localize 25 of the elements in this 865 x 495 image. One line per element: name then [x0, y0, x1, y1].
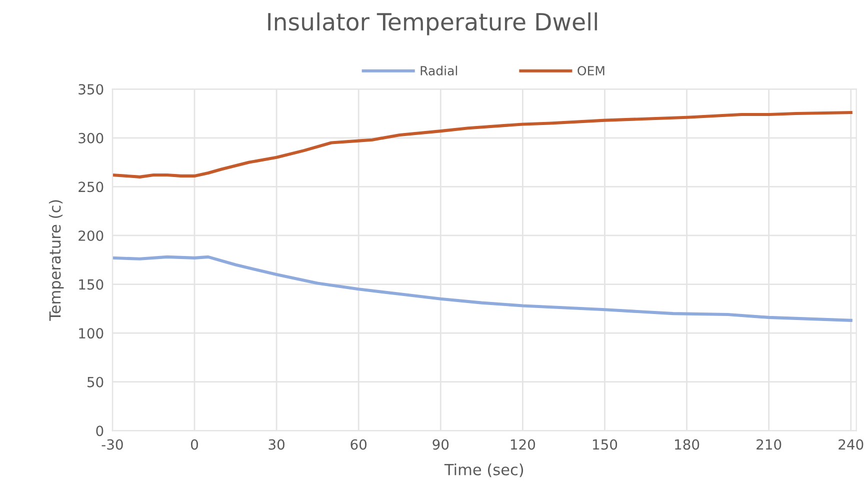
y-tick-label: 0	[96, 426, 104, 436]
x-tick-label: 30	[268, 439, 284, 450]
x-tick-label: 150	[593, 439, 618, 450]
y-axis-title: Temperature (c)	[48, 200, 64, 321]
chart-title: Insulator Temperature Dwell	[268, 12, 597, 36]
y-tick-label: 200	[78, 230, 104, 241]
legend-label: OEM	[578, 66, 604, 76]
x-tick-label: -30	[102, 439, 123, 450]
legend-label: Radial	[420, 66, 458, 76]
y-tick-label: 100	[79, 328, 104, 339]
x-tick-label: 90	[432, 439, 449, 450]
y-tick-label: 250	[78, 182, 104, 192]
y-tick-label: 50	[88, 376, 104, 388]
y-tick-label: 350	[78, 84, 104, 95]
x-tick-label: 210	[756, 439, 782, 450]
x-axis-title: Time (sec)	[444, 464, 524, 478]
y-tick-label: 150	[79, 279, 104, 290]
x-tick-label: 0	[190, 439, 198, 450]
line-series	[112, 110, 852, 178]
y-tick-label: 300	[78, 132, 104, 144]
x-tick-label: 60	[350, 439, 367, 450]
line-series	[112, 255, 852, 322]
x-tick-label: 180	[675, 439, 700, 450]
x-tick-label: 240	[838, 439, 864, 450]
x-tick-label: 120	[510, 439, 536, 450]
